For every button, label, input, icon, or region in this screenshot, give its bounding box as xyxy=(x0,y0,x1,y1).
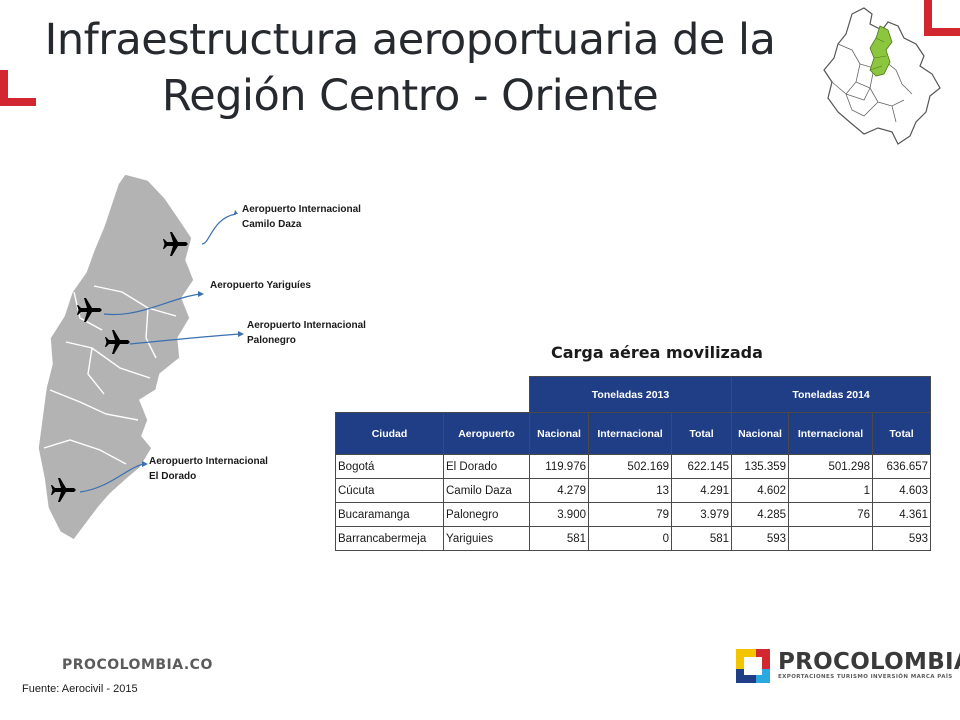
table-row: Bogotá El Dorado 119.976 502.169 622.145… xyxy=(335,454,932,479)
brand-website: PROCOLOMBIA.CO xyxy=(62,657,213,673)
airport-label-el-dorado: Aeropuerto Internacional El Dorado xyxy=(149,456,268,482)
table-cell: 4.279 xyxy=(529,478,589,503)
cargo-table: Toneladas 2013 Toneladas 2014 Ciudad Aer… xyxy=(335,376,932,551)
table-cell: Bucaramanga xyxy=(335,502,444,527)
table-cell: 1 xyxy=(788,478,874,503)
airport-label-camilo-daza: Aeropuerto Internacional Camilo Daza xyxy=(242,204,361,230)
table-cell: 135.359 xyxy=(731,454,790,479)
arrow-palonegro xyxy=(129,333,241,345)
table-cell: El Dorado xyxy=(443,454,530,479)
procolombia-logo-icon xyxy=(736,649,770,683)
table-cell: 79 xyxy=(588,502,672,527)
region-map xyxy=(37,173,244,541)
column-header: Ciudad xyxy=(335,412,444,455)
table-cell: Barrancabermeja xyxy=(335,526,444,551)
airplane-icon xyxy=(163,232,188,256)
airplane-icon xyxy=(51,478,76,502)
table-cell: 4.291 xyxy=(670,478,733,503)
group-header-2014: Toneladas 2014 xyxy=(731,376,932,413)
table-cell: 593 xyxy=(731,526,790,551)
airport-label-palonegro: Aeropuerto Internacional Palonegro xyxy=(247,320,366,346)
column-header: Nacional xyxy=(731,412,790,455)
table-cell: 3.979 xyxy=(670,502,733,527)
table-cell: 4.285 xyxy=(731,502,790,527)
table-cell: 4.361 xyxy=(872,502,932,527)
table-cell: 4.602 xyxy=(731,478,790,503)
arrow-el-dorado xyxy=(79,463,145,493)
brand-name: PROCOLOMBIA xyxy=(778,649,960,675)
column-header: Total xyxy=(670,412,733,455)
brand-tagline: EXPORTACIONES TURISMO INVERSIÓN MARCA PA… xyxy=(778,674,953,680)
table-cell: 636.657 xyxy=(872,454,932,479)
table-cell: Yariguies xyxy=(443,526,530,551)
table-corner-blank xyxy=(335,376,530,413)
arrow-camilo-daza xyxy=(201,213,237,245)
airplane-icon xyxy=(105,330,130,354)
slide-title-line2: Región Centro - Oriente xyxy=(161,71,659,121)
table-row: Barrancabermeja Yariguies 581 0 581 593 … xyxy=(335,526,932,551)
table-cell: 13 xyxy=(588,478,672,503)
column-header: Aeropuerto xyxy=(443,412,530,455)
table-cell: 4.603 xyxy=(872,478,932,503)
table-row: Bucaramanga Palonegro 3.900 79 3.979 4.2… xyxy=(335,502,932,527)
colombia-mini-map xyxy=(823,7,941,145)
column-header: Internacional xyxy=(788,412,874,455)
table-cell: 593 xyxy=(872,526,932,551)
table-cell: 581 xyxy=(529,526,589,551)
table-cell: 0 xyxy=(588,526,672,551)
table-cell: Cúcuta xyxy=(335,478,444,503)
arrow-yariguies xyxy=(103,293,201,316)
airport-label-yariguies: Aeropuerto Yariguíes xyxy=(210,280,311,291)
table-cell: 3.900 xyxy=(529,502,589,527)
table-heading: Carga aérea movilizada xyxy=(551,343,763,362)
corner-bracket-right xyxy=(924,0,960,36)
table-row: Cúcuta Camilo Daza 4.279 13 4.291 4.602 … xyxy=(335,478,932,503)
column-header: Total xyxy=(872,412,932,455)
table-cell: 502.169 xyxy=(588,454,672,479)
table-cell: Palonegro xyxy=(443,502,530,527)
slide-title-line1: Infraestructura aeroportuaria de la xyxy=(44,15,776,65)
column-header: Nacional xyxy=(529,412,589,455)
slide-title: Infraestructura aeroportuaria de la Regi… xyxy=(0,12,820,124)
table-cell: Bogotá xyxy=(335,454,444,479)
column-header-row: Ciudad Aeropuerto Nacional Internacional… xyxy=(335,412,932,455)
column-header: Internacional xyxy=(588,412,672,455)
airplane-icon xyxy=(77,298,102,322)
source-note: Fuente: Aerocivil - 2015 xyxy=(22,683,138,695)
table-cell: 581 xyxy=(670,526,733,551)
table-cell: 119.976 xyxy=(529,454,589,479)
region-shape xyxy=(37,173,195,541)
corner-bracket-left xyxy=(0,70,36,106)
table-cell: 76 xyxy=(788,502,874,527)
table-cell: 622.145 xyxy=(670,454,733,479)
table-cell: Camilo Daza xyxy=(443,478,530,503)
table-cell: 501.298 xyxy=(788,454,874,479)
table-cell xyxy=(788,526,874,551)
group-header-2013: Toneladas 2013 xyxy=(528,376,733,413)
